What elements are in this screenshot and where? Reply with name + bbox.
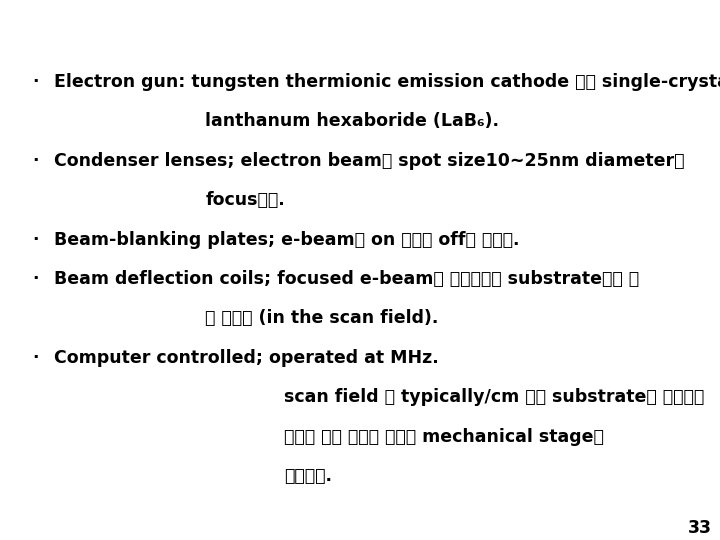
Text: ·: · [32,231,39,248]
Text: ·: · [32,73,39,91]
Text: Computer controlled; operated at MHz.: Computer controlled; operated at MHz. [54,349,438,367]
Text: Beam deflection coils; focused e-beam을 직접적으로 substrate위에 임: Beam deflection coils; focused e-beam을 직… [54,270,639,288]
Text: lanthanum hexaboride (LaB₆).: lanthanum hexaboride (LaB₆). [205,112,499,130]
Text: ·: · [32,349,39,367]
Text: Electron gun: tungsten thermionic emission cathode 혹은 single-crystal: Electron gun: tungsten thermionic emissi… [54,73,720,91]
Text: Beam-blanking plates; e-beam을 on 그리고 off로 돌린다.: Beam-blanking plates; e-beam을 on 그리고 off… [54,231,520,248]
Text: ·: · [32,270,39,288]
Text: 의 장소에 (in the scan field).: 의 장소에 (in the scan field). [205,309,438,327]
Text: 33: 33 [688,519,711,537]
Text: Condenser lenses; electron beam을 spot size10~25nm diameter로: Condenser lenses; electron beam을 spot si… [54,152,685,170]
Text: focus한다.: focus한다. [205,191,285,209]
Text: 대단히 작기 때문에 정밀한 mechanical stage가: 대단히 작기 때문에 정밀한 mechanical stage가 [284,428,604,445]
Text: 사용된다.: 사용된다. [284,467,333,485]
Text: scan field （ typically/cm ）가 substrate의 직경보다: scan field （ typically/cm ）가 substrate의 … [284,388,705,406]
Text: ·: · [32,152,39,170]
